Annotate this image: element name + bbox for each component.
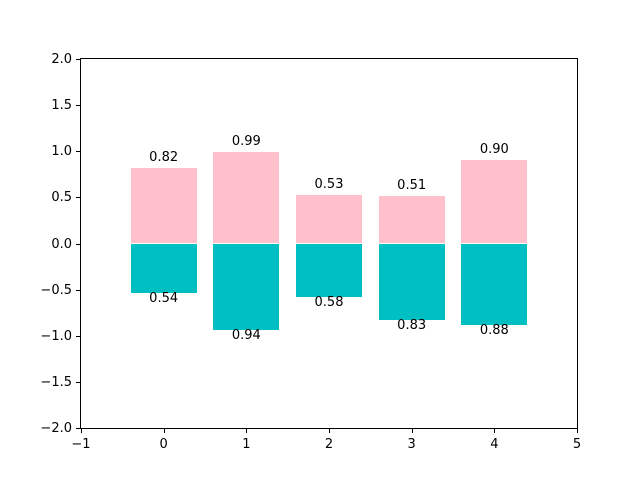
bar-value-label: 0.88	[479, 322, 509, 338]
y-axis-tick-label: 0.5	[51, 190, 72, 206]
bar-value-label: 0.82	[149, 149, 179, 165]
x-axis-tick	[494, 429, 496, 433]
bar-value-label: 0.58	[314, 295, 344, 310]
bar-value-label: 0.53	[314, 176, 344, 192]
x-axis-tick	[246, 429, 248, 433]
x-axis-tick-label: 1	[242, 437, 251, 452]
bar-negative-bars-x0	[130, 243, 197, 294]
y-axis-tick-label: 0.0	[51, 236, 72, 252]
bar-negative-bars-x2	[295, 243, 363, 297]
y-axis-tick	[76, 59, 80, 60]
bar-value-label: 0.54	[149, 291, 179, 307]
x-axis-tick-label: −1	[71, 437, 91, 452]
y-axis-tick	[76, 381, 80, 383]
y-axis-tick-label: 1.5	[51, 98, 72, 114]
x-axis-tick-label: 0	[159, 437, 168, 452]
y-axis-tick-label: −1.0	[40, 328, 72, 344]
y-axis-tick	[76, 105, 80, 107]
plot-area: 0.82 0.99 0.53 0.51 0.90 0.54 0.94 0.58 0.83 0.88	[80, 58, 578, 429]
x-axis-tick-label: 2	[324, 437, 334, 452]
bar-positive-bars-x4	[461, 160, 528, 244]
y-axis-tick	[76, 335, 80, 337]
bar-value-label: 0.90	[479, 142, 509, 158]
bar-value-label: 0.94	[231, 328, 261, 344]
bar-value-label: 0.83	[397, 318, 427, 334]
y-axis-tick	[76, 197, 80, 199]
y-axis-tick	[76, 428, 80, 429]
bar-negative-bars-x4	[461, 243, 528, 325]
x-axis-tick	[163, 429, 165, 433]
y-axis-tick	[76, 243, 80, 245]
bar-positive-bars-x2	[295, 194, 363, 244]
y-axis-tick	[76, 289, 80, 291]
bar-negative-bars-x3	[378, 243, 445, 321]
x-axis-tick-label: 5	[572, 437, 582, 452]
y-axis-tick-label: −0.5	[40, 282, 72, 298]
x-axis-tick	[329, 429, 330, 433]
bar-negative-bars-x1	[213, 243, 280, 331]
x-axis-tick	[81, 429, 82, 433]
bar-positive-bars-x3	[378, 196, 445, 244]
x-axis-tick	[577, 429, 578, 433]
x-axis-tick-label: 4	[490, 437, 499, 452]
y-axis-tick	[76, 151, 80, 153]
x-axis-tick	[411, 429, 413, 433]
y-axis-tick-label: 2.0	[51, 52, 72, 67]
x-axis-tick-label: 3	[407, 437, 416, 452]
y-axis-tick-label: 1.0	[51, 144, 72, 160]
bar-positive-bars-x1	[213, 152, 280, 244]
y-axis-tick-label: −1.5	[40, 374, 72, 390]
y-axis-tick-label: −2.0	[40, 421, 72, 436]
bar-value-label: 0.51	[397, 178, 427, 194]
bar-value-label: 0.99	[231, 134, 261, 150]
bar-positive-bars-x0	[130, 167, 197, 244]
